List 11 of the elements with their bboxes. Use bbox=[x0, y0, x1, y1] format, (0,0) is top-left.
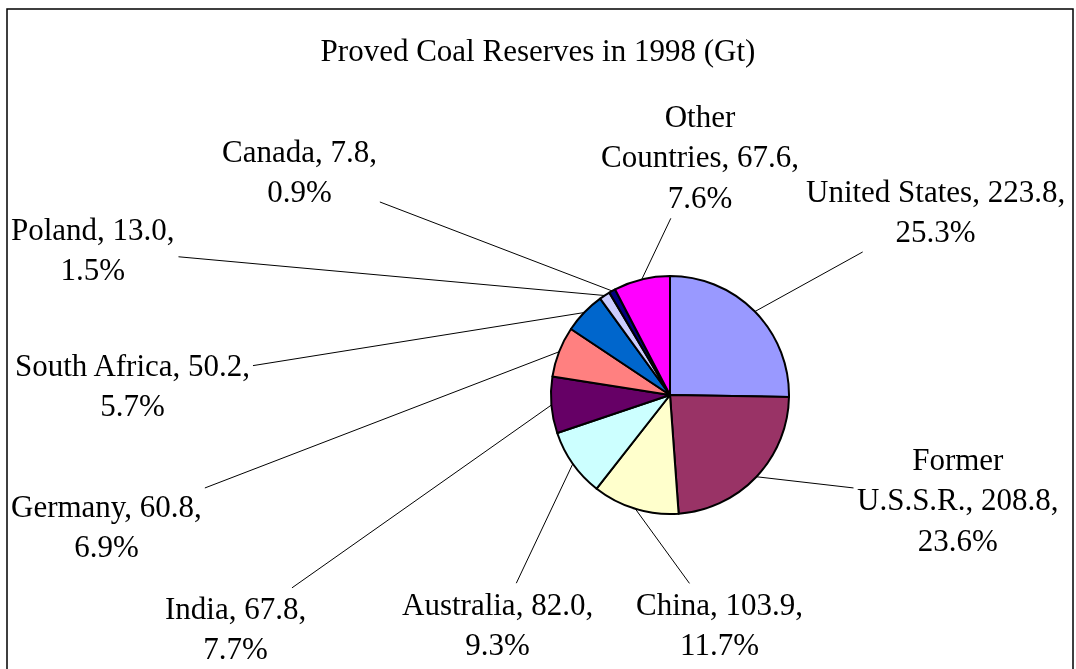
slice-label: Former U.S.S.R., 208.8, 23.6% bbox=[857, 442, 1059, 558]
slice-label: South Africa, 50.2, 5.7% bbox=[15, 348, 251, 424]
chart-title: Proved Coal Reserves in 1998 (Gt) bbox=[320, 32, 756, 68]
slice-label: United States, 223.8, 25.3% bbox=[806, 174, 1066, 250]
slice-label: Canada, 7.8, 0.9% bbox=[222, 134, 377, 210]
slice-label: Poland, 13.0, 1.5% bbox=[11, 212, 175, 288]
slice-label: Germany, 60.8, 6.9% bbox=[11, 489, 202, 565]
slice-label: Australia, 82.0, 9.3% bbox=[402, 587, 594, 663]
slice-label: India, 67.8, 7.7% bbox=[165, 591, 307, 667]
slice-label: Other Countries, 67.6, 7.6% bbox=[601, 99, 800, 215]
slice-label: China, 103.9, 11.7% bbox=[636, 587, 804, 663]
